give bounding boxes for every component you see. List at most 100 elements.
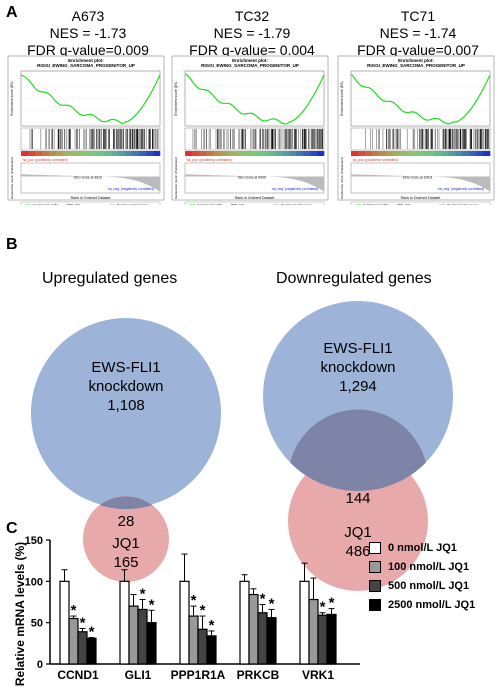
gsea-gradient-segment bbox=[282, 151, 290, 156]
gsea-gradient-segment bbox=[317, 151, 325, 156]
significance-star: * bbox=[140, 586, 146, 603]
venn-down-jq1-label: JQ1 486 bbox=[344, 524, 372, 560]
bar bbox=[308, 598, 319, 665]
gsea-gradient-segment bbox=[240, 151, 248, 156]
gsea-gradient-segment bbox=[27, 151, 36, 156]
gsea-gradient-segment bbox=[48, 151, 57, 156]
venn-down-overlap-count: 144 bbox=[345, 490, 371, 507]
gsea-plot-subtitle: RIGGI_EWING_SARCOMA_PROGENITOR_UP bbox=[201, 63, 299, 68]
significance-star: * bbox=[269, 595, 275, 612]
x-tick-label: VRK1 bbox=[302, 668, 334, 682]
gsea-gradient-segment bbox=[83, 151, 91, 156]
gsea-fdr: FDR q-value=0.009 bbox=[27, 42, 149, 58]
gsea-gradient-segment bbox=[76, 151, 84, 156]
bar bbox=[299, 580, 310, 665]
gsea-gradient-segment bbox=[104, 151, 112, 156]
significance-star: * bbox=[320, 599, 326, 616]
gsea-legend-label: Enrichment profile bbox=[33, 203, 59, 205]
gsea-head-2: TC32 NES = -1.79 FDR q-value= 0.004 bbox=[172, 8, 332, 59]
gsea-plot: Enrichment plot:RIGGI_EWING_SARCOMA_PROG… bbox=[7, 55, 165, 205]
bar bbox=[197, 628, 208, 665]
bar bbox=[146, 622, 157, 665]
gsea-es-ylabel: Enrichment score (ES) bbox=[10, 81, 14, 115]
gsea-plot-subtitle: RIGGI_EWING_SARCOMA_PROGENITOR_UP bbox=[37, 63, 135, 68]
gsea-neg-label: 'na_neg' (negatively correlated) bbox=[437, 187, 484, 191]
gsea-legend-label: Ranking metric scores bbox=[447, 203, 479, 205]
gsea-gradient-segment bbox=[118, 151, 126, 156]
gsea-gradient-segment bbox=[55, 151, 63, 156]
venn-diagrams bbox=[31, 301, 453, 591]
significance-star: * bbox=[80, 614, 86, 631]
significance-star: * bbox=[89, 624, 95, 641]
gsea-gradient-segment bbox=[97, 151, 105, 156]
bar bbox=[77, 631, 88, 665]
venn-down-overlap bbox=[290, 409, 426, 492]
gsea-zero-cross: Zero cross at 9909 bbox=[238, 176, 266, 180]
gsea-legend-label: Hits bbox=[239, 203, 245, 205]
gsea-gradient-segment bbox=[289, 151, 297, 156]
gsea-gradient-segment bbox=[261, 151, 269, 156]
gsea-enrichment-curve bbox=[350, 73, 491, 125]
gsea-gradient-segment bbox=[69, 151, 77, 156]
gsea-legend-box bbox=[20, 201, 161, 205]
gsea-gradient-segment bbox=[441, 151, 449, 156]
gsea-rank-area bbox=[21, 174, 160, 192]
panel-c-letter: C bbox=[6, 520, 18, 537]
bar bbox=[326, 613, 337, 665]
gsea-legend-label: Hits bbox=[405, 203, 411, 205]
x-tick-label: PPP1R1A bbox=[171, 668, 226, 682]
venn-up-jq1-label: JQ1 165 bbox=[112, 535, 140, 571]
gsea-gradient-segment bbox=[233, 151, 241, 156]
gsea-gradient-segment bbox=[125, 151, 133, 156]
significance-star: * bbox=[329, 595, 335, 612]
gsea-hits-box bbox=[20, 127, 161, 151]
venn-up-knockdown-label: EWS-FLI1 knockdown 1,108 bbox=[88, 359, 164, 414]
legend-swatch bbox=[369, 598, 381, 611]
venn-down-jq1-circle bbox=[288, 451, 428, 591]
gsea-gradient-segment bbox=[427, 151, 435, 156]
legend-item: 2500 nmol/L JQ1 bbox=[369, 595, 475, 614]
y-tick-label: 50 bbox=[31, 618, 43, 630]
gsea-es-ylabel: Enrichment score (ES) bbox=[174, 81, 178, 115]
gsea-pos-label: 'na_pos' (positively correlated) bbox=[352, 158, 398, 162]
gsea-legend-label: Ranking metric scores bbox=[281, 203, 313, 205]
gsea-gradient-segment bbox=[392, 151, 400, 156]
legend-item: 0 nmol/L JQ1 bbox=[369, 538, 475, 557]
gsea-gradient-segment bbox=[448, 151, 456, 156]
gsea-rank-area bbox=[185, 174, 324, 192]
x-tick-label: CCND1 bbox=[57, 668, 99, 682]
gsea-gradient-segment bbox=[90, 151, 98, 156]
gsea-gradient-segment bbox=[399, 151, 407, 156]
venn-up-overlap-count: 28 bbox=[117, 513, 135, 530]
gsea-plots: Enrichment plot:RIGGI_EWING_SARCOMA_PROG… bbox=[7, 55, 495, 205]
panel-b-letter: B bbox=[6, 236, 18, 253]
gsea-gradient-segment bbox=[198, 151, 207, 156]
gsea-fdr: FDR q-value= 0.004 bbox=[189, 42, 315, 58]
gsea-gradient-segment bbox=[462, 151, 470, 156]
x-tick-label: GLI1 bbox=[125, 668, 152, 682]
gsea-gradient-segment bbox=[153, 151, 161, 156]
gsea-gradient-segment bbox=[357, 151, 366, 156]
gsea-gradient-segment bbox=[21, 151, 29, 156]
gsea-gradient-segment bbox=[476, 151, 484, 156]
gsea-gradient-segment bbox=[351, 151, 359, 156]
gsea-gradient-segment bbox=[310, 151, 318, 156]
gsea-gradient-segment bbox=[62, 151, 70, 156]
gsea-zero-cross: Zero cross at 9810 bbox=[74, 176, 102, 180]
bar bbox=[179, 580, 190, 665]
significance-star: * bbox=[209, 617, 215, 634]
gsea-legend-box bbox=[350, 201, 491, 205]
gsea-xlabel: Rank in Ordered Dataset bbox=[235, 196, 275, 200]
gsea-gradient-segment bbox=[268, 151, 276, 156]
gsea-rank-area bbox=[351, 174, 490, 192]
gsea-gradient-segment bbox=[185, 151, 193, 156]
venn-down-title: Downregulated genes bbox=[276, 270, 432, 287]
gsea-fdr: FDR q-value=0.007 bbox=[357, 42, 479, 58]
gsea-gradient-segment bbox=[413, 151, 421, 156]
gsea-gradient-segment bbox=[455, 151, 463, 156]
gsea-gradient-segment bbox=[247, 151, 255, 156]
venn-up-jq1-circle bbox=[83, 496, 169, 582]
gsea-rank-ylabel: Ranked list metric (PreRanked) bbox=[340, 157, 344, 199]
gsea-cell-name: TC71 bbox=[400, 8, 436, 24]
